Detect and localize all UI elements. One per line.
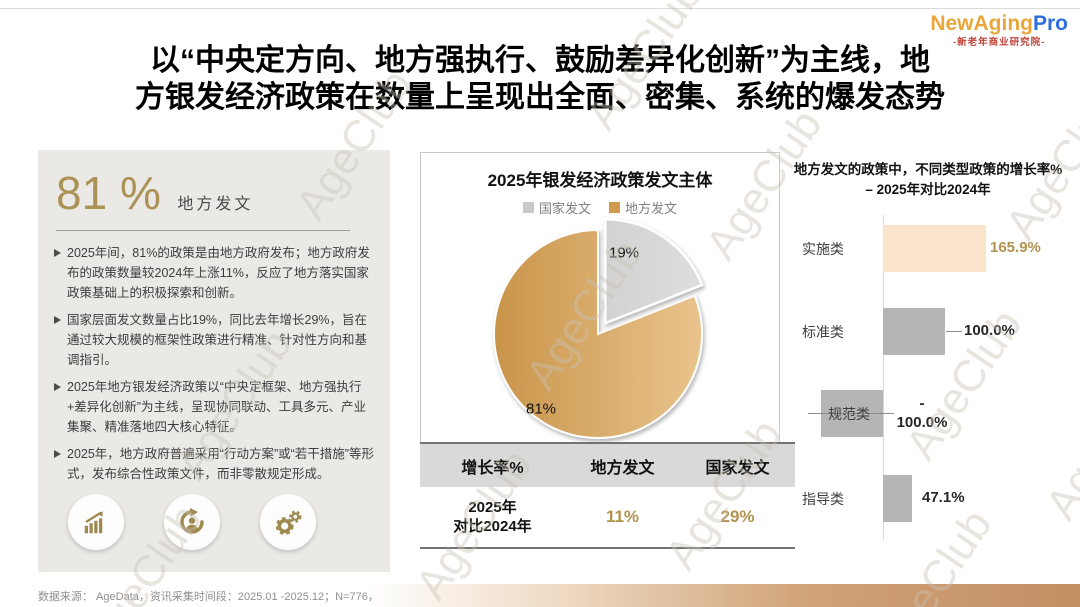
bullet-text: 国家层面发文数量占比19%，同比去年增长29%，旨在通过较大规模的框架性政策进行… [67,313,368,367]
summary-panel: 81 % 地方发文 2025年间，81%的政策是由地方政府发布；地方政府发布的政… [38,150,390,572]
legend-label: 国家发文 [538,201,591,216]
bullet-list: 2025年间，81%的政策是由地方政府发布；地方政府发布的政策数量较2024年上… [38,243,390,484]
category-label: 标准类 [802,323,844,340]
bar-standard [883,308,945,355]
value-label: 100.0% [964,322,1015,340]
leader-line [946,331,962,332]
pie-value-label-national: 19% [608,244,640,262]
growth-comparison-table: 增长率% 地方发文 国家发文 2025年 对比2024年 11% 29% [420,442,795,549]
page-title-line2: 方银发经济政策在数量上呈现出全面、密集、系统的爆发态势 [135,81,945,114]
stat-divider [56,230,350,231]
key-stat-label: 地方发文 [177,196,254,213]
gears-icon [260,494,316,550]
pie-slice-local [493,228,703,439]
value-label: 47.1% [922,489,965,507]
arrow-bullet-icon [54,249,61,257]
bar-row-standard: 标准类 100.0% [790,308,1080,355]
table-header-cell: 国家发文 [705,459,770,477]
table-cell-national-growth: 29% [720,507,755,526]
list-item: 2025年间，81%的政策是由地方政府发布；地方政府发布的政策数量较2024年上… [54,243,378,303]
bullet-text: 2025年地方银发经济政策以“中央定框架、地方强执行+差异化创新”为主线，呈现协… [67,380,366,434]
bar-row-guidance: 指导类 47.1% [790,475,1080,522]
y-axis-line [883,215,884,540]
logo-wordmark: NewAgingPro [930,12,1068,36]
value-label: 165.9% [990,239,1041,257]
logo: NewAgingPro -新老年商业研究院- [930,12,1068,49]
logo-brand-secondary: Pro [1032,12,1068,35]
bullet-text: 2025年间，81%的政策是由地方政府发布；地方政府发布的政策数量较2024年上… [67,246,370,300]
value-label: - 100.0% [896,394,948,431]
bar-chart-title-line1: 地方发文的政策中，不同类型政策的增长率% [793,162,1063,177]
pie-slice-national [604,217,704,326]
list-item: 2025年地方银发经济政策以“中央定框架、地方强执行+差异化创新”为主线，呈现协… [54,377,378,437]
legend-swatch-gray [522,202,534,213]
legend-swatch-gold [609,202,620,213]
list-item: 国家层面发文数量占比19%，同比去年增长29%，旨在通过较大规模的框架性政策进行… [54,310,378,370]
table-row-label: 2025年 对比2024年 [453,498,532,536]
pie-chart-title: 2025年银发经济政策发文主体 [487,171,713,190]
legend-label: 地方发文 [625,201,678,216]
bar-implementation [883,225,986,272]
logo-brand-primary: NewAging [930,12,1033,35]
category-label: 指导类 [802,490,844,507]
leader-line [808,413,894,414]
page-title: 以“中央定方向、地方强执行、鼓励差异化创新”为主线，地 方银发经济政策在数量上呈… [80,42,1000,116]
pie-chart [493,217,704,439]
category-label: 规范类 [828,405,870,422]
bar-row-implementation: 实施类 165.9% [790,225,1080,272]
list-item: 2025年，地方政府普遍采用“行动方案”或“若干措施”等形式，发布综合性政策文件… [54,444,378,484]
data-source-note: 数据来源： AgeData，资讯采集时间段：2025.01 -2025.12；N… [38,590,379,603]
table-cell-local-growth: 11% [605,507,640,526]
footer: 数据来源： AgeData，资讯采集时间段：2025.01 -2025.12；N… [0,584,1080,607]
table-header-cell: 增长率% [461,459,524,477]
top-divider [0,8,1080,9]
key-stat: 81 % 地方发文 [38,150,390,220]
table-header-cell: 地方发文 [590,459,655,477]
pie-value-label-local: 81% [525,400,557,418]
bar-row-regulation: 规范类 - 100.0% [790,390,1080,437]
arrow-bullet-icon [54,450,61,458]
arrow-bullet-icon [54,316,61,324]
bar-chart-title-line2: – 2025年对比2024年 [865,181,991,197]
growth-chart-icon [68,494,124,550]
page-title-line1: 以“中央定方向、地方强执行、鼓励差异化创新”为主线，地 [150,44,930,77]
bullet-text: 2025年，地方政府普遍采用“行动方案”或“若干措施”等形式，发布综合性政策文件… [67,447,374,481]
person-cycle-icon [164,494,220,550]
table-header-row: 增长率% 地方发文 国家发文 [420,444,795,487]
bar-guidance [883,475,913,522]
table-row: 2025年 对比2024年 11% 29% [420,487,795,547]
bar-chart-title: 地方发文的政策中，不同类型政策的增长率% – 2025年对比2024年 [782,160,1074,199]
category-label: 实施类 [802,240,844,257]
legend-item-national: 国家发文 [522,198,591,217]
logo-subtitle: -新老年商业研究院- [952,37,1046,49]
arrow-bullet-icon [54,383,61,391]
key-stat-value: 81 % [56,167,161,219]
legend-item-local: 地方发文 [609,198,677,217]
icon-row [16,494,368,550]
bar-chart: 实施类 165.9% 标准类 100.0% 规范类 - 100.0% 指导类 4… [790,215,1080,545]
pie-chart-card: 2025年银发经济政策发文主体 国家发文 地方发文 19% 81% [420,152,780,445]
pie-legend: 国家发文 地方发文 [421,198,779,217]
